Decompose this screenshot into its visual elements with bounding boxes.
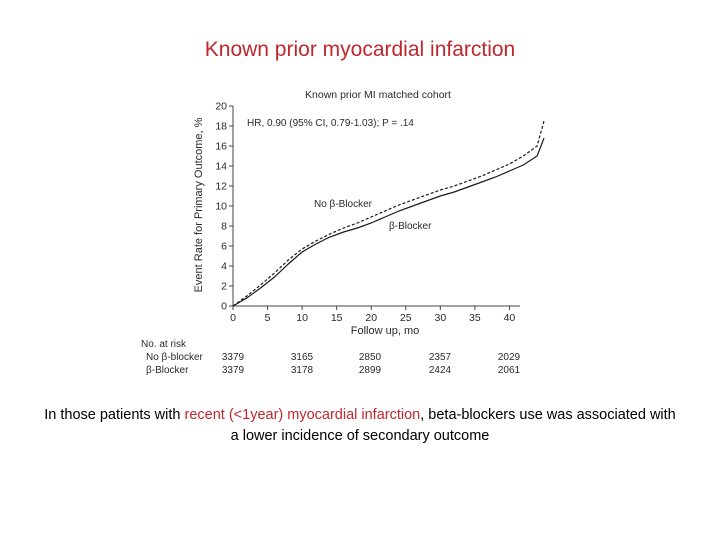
caption-highlight-mi: myocardial infarction [287, 407, 421, 423]
caption-text-1: In those patients with [44, 407, 185, 423]
y-tick-label: 2 [221, 281, 227, 293]
series-line-beta-blocker [232, 137, 545, 307]
chart-axes: 0 2 4 6 8 10 12 14 16 18 20 0 5 10 15 20 25 30 35 40 [215, 101, 520, 324]
y-tick-label: 0 [221, 301, 227, 313]
risk-cell: 3165 [291, 352, 314, 363]
risk-cell: 2850 [359, 352, 382, 363]
x-tick-label: 35 [469, 312, 481, 324]
hr-annotation: HR, 0.90 (95% CI, 0.79-1.03); P = .14 [247, 118, 414, 129]
x-tick-label: 25 [400, 312, 412, 324]
km-chart: Known prior MI matched cohort HR, 0.90 (… [141, 89, 545, 376]
x-tick-label: 15 [331, 312, 343, 324]
y-axis-label: Event Rate for Primary Outcome, % [193, 117, 205, 292]
slide-title: Known prior myocardial infarction [204, 38, 516, 61]
risk-cell: 2899 [359, 365, 382, 376]
risk-cell: 2424 [429, 365, 452, 376]
caption-highlight-recent: recent (<1year) [184, 407, 284, 423]
x-tick-label: 10 [296, 312, 308, 324]
y-tick-label: 4 [221, 261, 227, 273]
risk-cell: 3379 [222, 365, 245, 376]
risk-cell: 2061 [498, 365, 521, 376]
series-line-no-beta-blocker [232, 120, 545, 307]
risk-table: No β-blocker 3379 3165 2850 2357 2029 β-Blocke… [146, 352, 521, 376]
risk-cell: 2029 [498, 352, 521, 363]
series-label-no-beta-blocker: No β-Blocker [314, 199, 373, 210]
caption: In those patients with recent (<1year) m… [40, 405, 680, 447]
risk-table-label: No. at risk [141, 339, 187, 350]
y-tick-label: 20 [215, 101, 227, 113]
y-tick-label: 18 [215, 121, 227, 133]
x-tick-label: 40 [504, 312, 516, 324]
chart-curves [232, 120, 545, 307]
risk-cell: 3178 [291, 365, 314, 376]
risk-row-label: No β-blocker [146, 352, 204, 363]
y-tick-label: 8 [221, 221, 227, 233]
caption-text-3: , beta-blockers use was associated with … [230, 407, 676, 444]
y-tick-label: 10 [215, 201, 227, 213]
y-tick-label: 12 [215, 181, 227, 193]
risk-row-label: β-Blocker [146, 365, 189, 376]
series-label-beta-blocker: β-Blocker [389, 221, 432, 232]
chart-title: Known prior MI matched cohort [305, 89, 451, 101]
y-tick-label: 16 [215, 141, 227, 153]
x-tick-label: 20 [365, 312, 377, 324]
x-tick-label: 5 [265, 312, 271, 324]
risk-cell: 2357 [429, 352, 452, 363]
x-axis-label: Follow up, mo [351, 325, 419, 337]
x-tick-label: 30 [434, 312, 446, 324]
x-tick-label: 0 [230, 312, 236, 324]
y-tick-label: 6 [221, 241, 227, 253]
y-tick-label: 14 [215, 161, 227, 173]
risk-cell: 3379 [222, 352, 245, 363]
